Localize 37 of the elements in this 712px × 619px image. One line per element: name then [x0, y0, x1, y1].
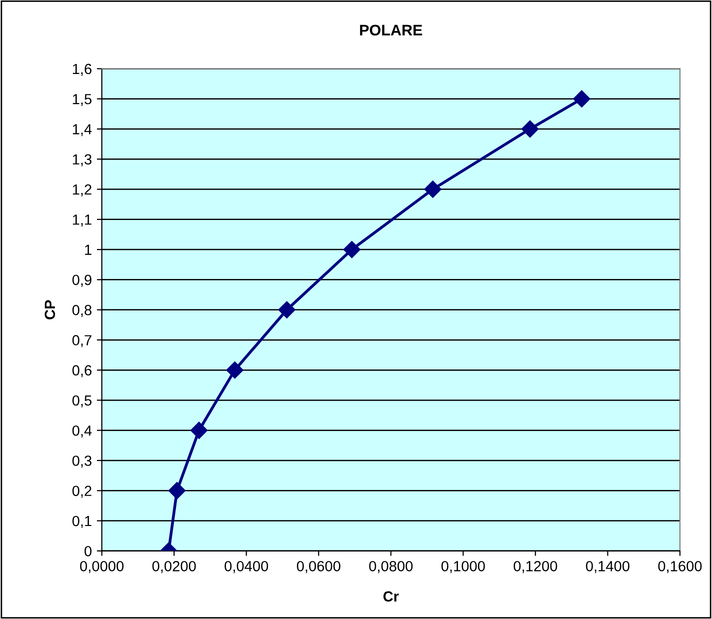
x-tick-label: 0,1600 — [658, 561, 702, 574]
point — [573, 90, 590, 108]
y-tick-label: 1,6 — [72, 64, 92, 76]
x-axis-title: Cr — [383, 591, 399, 602]
y-tick-label: 0,9 — [72, 274, 92, 287]
y-tick-label: 0,8 — [72, 304, 92, 317]
y-tick-label: 1 — [85, 244, 92, 255]
y-tick-label: 0 — [84, 546, 92, 556]
point — [424, 180, 442, 198]
y-tick-label: 0,1 — [72, 516, 92, 528]
x-tick-label: 0,1200 — [514, 561, 558, 574]
y-tick-label: 0,2 — [72, 486, 92, 498]
y-tick-label: 0,6 — [72, 365, 92, 378]
x-tick-label: 0,0400 — [224, 561, 268, 574]
point — [190, 422, 208, 439]
y-tick-label: 0,5 — [72, 395, 92, 408]
y-tick-label: 1,3 — [72, 154, 92, 166]
y-axis-title: CP — [44, 300, 56, 320]
x-tick-label: 0,0800 — [369, 561, 413, 574]
point — [226, 362, 244, 379]
x-tick-label: 0,1000 — [441, 561, 485, 574]
y-tick-label: 0,3 — [72, 456, 92, 468]
point — [168, 482, 186, 500]
x-tick-label: 0,0000 — [80, 561, 124, 574]
point — [521, 120, 539, 138]
point — [343, 240, 360, 258]
y-tick-label: 1,4 — [72, 124, 92, 136]
y-tick-label: 1,5 — [72, 94, 92, 106]
x-tick-label: 0,0600 — [296, 561, 340, 574]
y-tick-label: 1,1 — [72, 214, 92, 227]
y-tick-label: 0,7 — [72, 335, 92, 348]
point — [278, 301, 296, 318]
x-tick-label: 0,0200 — [152, 561, 196, 574]
chart-title: POLARE — [360, 24, 422, 36]
y-tick-label: 0,4 — [72, 425, 92, 438]
x-tick-label: 0,1400 — [586, 561, 630, 574]
y-tick-label: 1,2 — [72, 184, 92, 196]
